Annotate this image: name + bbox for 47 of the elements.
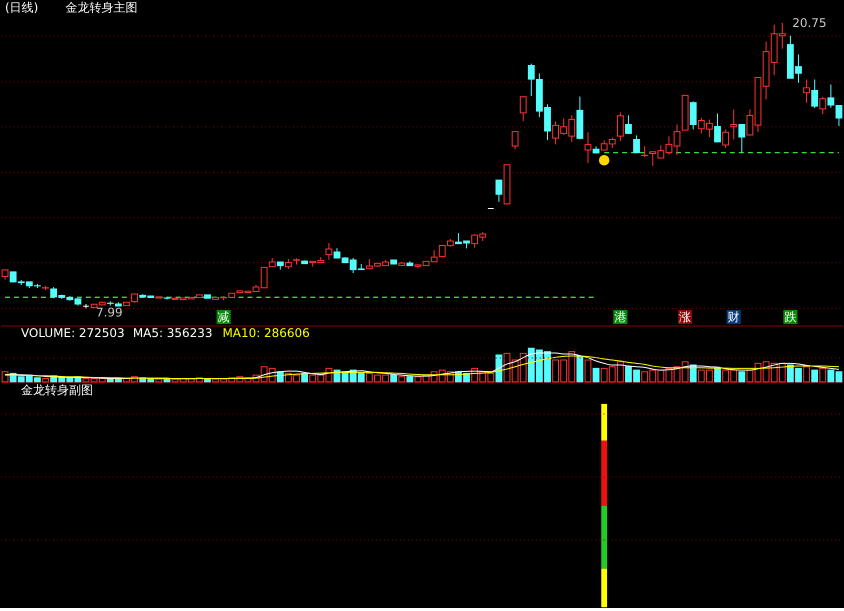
bar	[584, 360, 592, 382]
bar	[803, 366, 810, 382]
candlestick	[285, 258, 292, 270]
candlestick	[512, 131, 519, 150]
annotation: 20.75	[792, 16, 827, 30]
bar	[155, 378, 162, 382]
text: MA5: 356233	[132, 326, 212, 340]
text: 港	[614, 310, 626, 324]
candlestick	[714, 113, 721, 142]
bar	[390, 374, 398, 382]
bar	[301, 372, 308, 382]
candlestick	[803, 79, 810, 104]
text: 涨	[679, 310, 692, 324]
candlestick	[616, 112, 624, 142]
text: MA10: 286606	[222, 326, 310, 340]
bar	[811, 370, 818, 382]
candlestick	[496, 180, 502, 202]
bar	[164, 378, 170, 382]
bar	[496, 354, 502, 382]
bar	[398, 376, 406, 382]
bar	[819, 368, 826, 382]
bar	[406, 376, 414, 382]
candlestick	[625, 114, 632, 135]
text: 跌	[784, 310, 796, 324]
candlestick	[811, 79, 818, 108]
annotation: 7.99	[96, 305, 123, 320]
candlestick	[738, 124, 746, 154]
candlestick	[722, 128, 730, 148]
candlestick	[730, 109, 738, 140]
chart-title: (日线)	[4, 0, 38, 15]
candlestick	[819, 96, 826, 115]
chart-subtitle: 金龙转身主图	[66, 0, 138, 15]
candlestick	[641, 146, 648, 158]
candlestick	[584, 132, 592, 164]
candlestick	[690, 100, 697, 130]
text: 减	[218, 310, 230, 324]
chart-title: 金龙转身副图	[20, 382, 93, 397]
chart-title: VOLUME: 272503	[20, 326, 125, 340]
candlestick	[520, 96, 527, 122]
candlestick	[325, 242, 332, 260]
bar	[576, 356, 584, 382]
bar	[42, 378, 49, 382]
candlestick	[633, 134, 640, 154]
text: 财	[728, 310, 740, 324]
bar	[738, 371, 746, 382]
bar	[714, 368, 721, 382]
bar	[592, 368, 600, 382]
